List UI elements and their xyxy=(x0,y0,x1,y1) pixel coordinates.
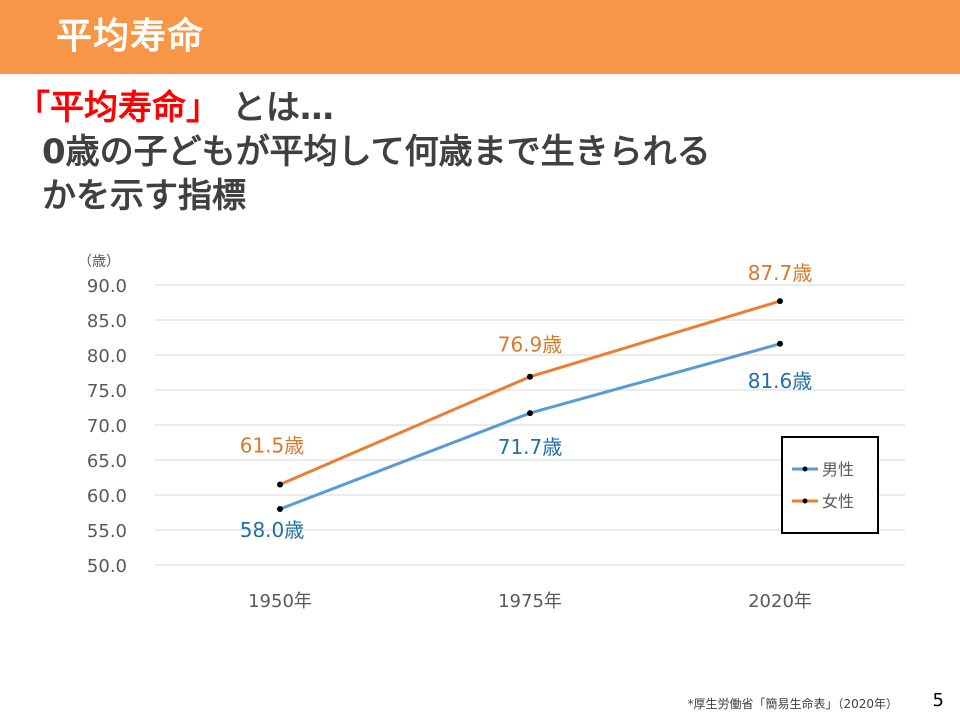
headline: 「平均寿命」 とは… 0歳の子どもが平均して何歳まで生きられる かを示す指標 xyxy=(16,86,936,218)
y-tick-label: 50.0 xyxy=(87,556,127,577)
x-tick-label: 1975年 xyxy=(498,591,562,612)
header-bar: 平均寿命 xyxy=(0,0,960,74)
y-tick-label: 70.0 xyxy=(87,416,127,437)
y-tick-label: 65.0 xyxy=(87,451,127,472)
data-point xyxy=(527,373,533,380)
y-tick-label: 85.0 xyxy=(87,311,127,332)
headline-term: 「平均寿命」 xyxy=(16,88,220,128)
page-number: 5 xyxy=(932,690,944,711)
y-tick-label: 75.0 xyxy=(87,381,127,402)
data-point xyxy=(277,481,283,488)
legend-label: 男性 xyxy=(822,460,854,479)
data-label: 58.0歳 xyxy=(240,518,305,542)
legend-box xyxy=(781,436,879,534)
headline-line-3: かを示す指標 xyxy=(42,176,246,216)
y-tick-label: 55.0 xyxy=(87,521,127,542)
x-tick-label: 2020年 xyxy=(748,591,812,612)
series-line-male xyxy=(279,342,781,511)
y-tick-label: 60.0 xyxy=(87,486,127,507)
legend-label: 女性 xyxy=(822,492,854,511)
data-point xyxy=(777,340,783,347)
data-label: 81.6歳 xyxy=(748,369,813,393)
headline-line-2: 0歳の子どもが平均して何歳まで生きられる xyxy=(42,132,711,172)
data-label: 87.7歳 xyxy=(748,261,813,285)
data-point xyxy=(277,506,283,512)
data-label: 76.9歳 xyxy=(498,333,563,357)
data-label: 61.5歳 xyxy=(240,434,305,458)
y-tick-label: 90.0 xyxy=(87,276,127,297)
legend-marker xyxy=(802,466,808,472)
headline-suffix: とは… xyxy=(231,88,334,128)
source-footnote: *厚生労働省「簡易生命表」（2020年） xyxy=(687,697,898,711)
y-axis-label: （歳） xyxy=(78,254,120,270)
slide-title: 平均寿命 xyxy=(56,16,205,57)
data-label: 71.7歳 xyxy=(498,435,563,459)
x-tick-label: 1950年 xyxy=(248,591,312,612)
y-tick-label: 80.0 xyxy=(87,346,127,367)
data-point xyxy=(527,410,533,417)
legend-marker xyxy=(802,498,808,504)
data-point xyxy=(777,298,783,305)
